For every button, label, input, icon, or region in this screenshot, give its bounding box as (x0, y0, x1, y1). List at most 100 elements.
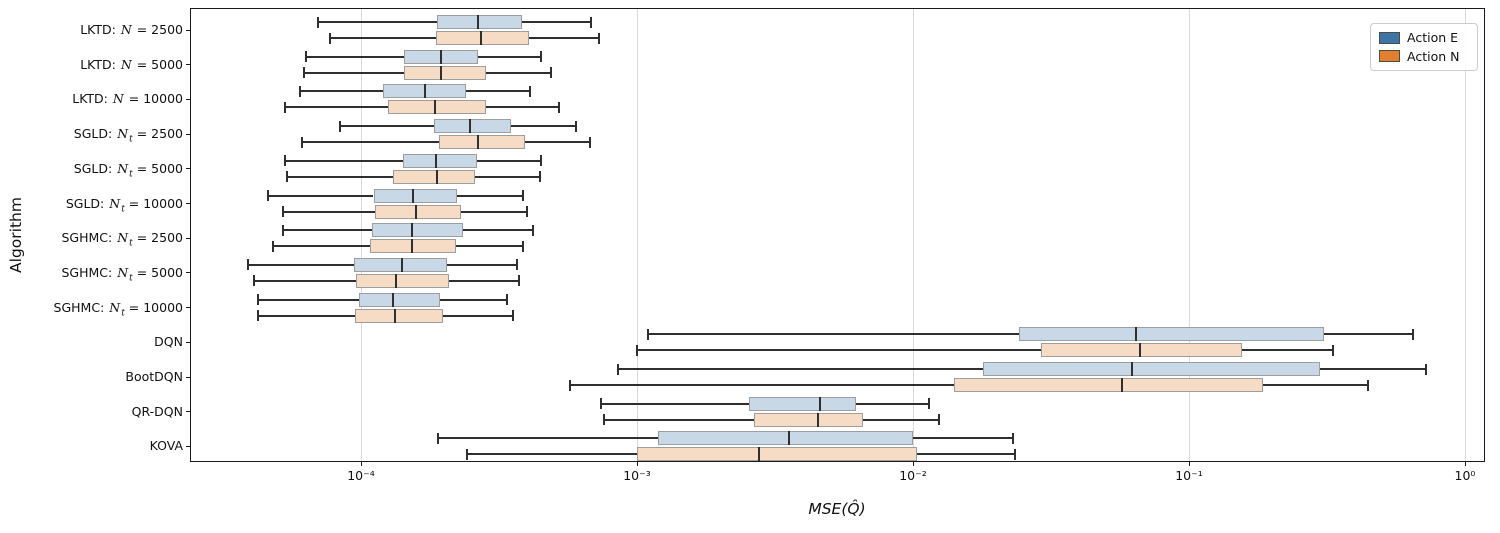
gridline (912, 8, 914, 462)
whisker-high-n-9 (1242, 349, 1334, 352)
median-e-11 (818, 396, 821, 411)
script-n-symbol: N (109, 195, 121, 211)
median-e-9 (1134, 327, 1137, 342)
y-tick-label: LKTD: N = 5000 (80, 56, 183, 72)
whisker-cap-low-e-9 (647, 328, 650, 340)
whisker-cap-low-n-5 (281, 206, 284, 217)
y-tick-mark (186, 445, 190, 447)
whisker-cap-low-e-3 (339, 120, 342, 132)
y-tick-mark (186, 411, 190, 413)
box-e-4 (403, 153, 477, 168)
y-tick-mark (186, 29, 190, 31)
whisker-low-e-10 (617, 368, 984, 370)
whisker-cap-high-e-12 (1011, 432, 1014, 444)
script-n-symbol: N (120, 22, 132, 37)
whisker-cap-high-n-6 (521, 240, 524, 252)
whisker-high-n-7 (448, 279, 519, 282)
legend-swatch-action-e-icon (1379, 31, 1400, 44)
whisker-cap-high-n-1 (549, 67, 552, 79)
y-tick-mark (186, 64, 190, 66)
whisker-low-n-11 (604, 418, 754, 421)
median-e-4 (435, 153, 438, 168)
whisker-cap-low-n-1 (302, 67, 305, 79)
script-n-symbol: N (117, 230, 129, 246)
box-n-1 (403, 65, 487, 80)
median-e-6 (410, 223, 413, 238)
script-n-symbol: N (117, 126, 129, 142)
whisker-high-e-11 (855, 402, 929, 405)
whisker-cap-low-e-8 (257, 294, 260, 306)
whisker-cap-high-e-2 (529, 85, 532, 97)
x-tick-mark (913, 462, 914, 466)
gridline (1188, 8, 1190, 462)
box-e-8 (358, 292, 440, 307)
whisker-cap-high-e-9 (1412, 328, 1415, 340)
x-axis-label: MSE(Q̂) (808, 500, 866, 518)
whisker-cap-high-e-3 (574, 120, 577, 132)
median-n-10 (1120, 378, 1123, 392)
whisker-low-n-1 (303, 71, 404, 74)
legend: Action E Action N (1370, 23, 1478, 71)
whisker-cap-high-n-0 (598, 32, 601, 44)
whisker-high-n-8 (442, 314, 514, 317)
y-axis-label: Algorithm (7, 197, 25, 273)
whisker-cap-high-e-4 (540, 155, 543, 167)
legend-swatch-action-n-icon (1379, 50, 1400, 63)
whisker-cap-low-n-6 (272, 240, 275, 252)
median-e-2 (423, 84, 426, 99)
y-tick-label: DQN (154, 334, 183, 350)
whisker-high-e-1 (477, 55, 542, 58)
box-e-9 (1018, 327, 1324, 342)
x-tick-mark (637, 462, 638, 466)
whisker-cap-low-e-5 (266, 190, 269, 201)
whisker-cap-high-n-11 (937, 414, 940, 426)
whisker-cap-high-e-1 (540, 51, 543, 63)
gridline (360, 8, 362, 462)
y-tick-label: SGHMC: Nt = 10000 (53, 299, 183, 319)
whisker-low-e-9 (648, 333, 1019, 336)
whisker-cap-high-e-6 (532, 224, 535, 236)
whisker-low-e-11 (600, 402, 750, 405)
whisker-high-e-8 (439, 298, 507, 301)
whisker-low-n-12 (466, 453, 637, 456)
median-n-2 (433, 100, 436, 115)
box-n-4 (393, 169, 476, 184)
whisker-high-n-10 (1262, 384, 1368, 386)
box-e-6 (372, 223, 463, 238)
script-n-symbol: N (117, 160, 129, 176)
whisker-high-e-2 (465, 90, 531, 93)
whisker-high-n-5 (460, 210, 527, 213)
whisker-low-n-10 (569, 384, 955, 386)
whisker-cap-low-e-4 (283, 155, 286, 167)
whisker-cap-high-e-7 (515, 259, 518, 271)
whisker-high-e-3 (511, 125, 576, 128)
box-e-11 (749, 396, 856, 411)
whisker-low-n-7 (254, 279, 357, 282)
whisker-cap-low-n-7 (253, 275, 256, 287)
legend-entry-action-n: Action N (1379, 49, 1469, 64)
median-e-0 (477, 15, 480, 29)
whisker-low-e-7 (248, 263, 354, 266)
whisker-low-n-8 (258, 314, 355, 317)
whisker-cap-high-n-7 (517, 275, 520, 287)
y-tick-mark (186, 272, 190, 274)
whisker-high-e-4 (476, 159, 542, 162)
box-n-6 (370, 239, 457, 254)
whisker-cap-low-n-2 (283, 101, 286, 113)
x-tick-mark (361, 462, 362, 466)
whisker-cap-high-n-2 (557, 101, 560, 113)
legend-label-action-e: Action E (1407, 30, 1459, 46)
median-n-12 (758, 447, 761, 462)
whisker-cap-high-n-10 (1366, 379, 1369, 391)
whisker-high-n-1 (486, 71, 551, 74)
whisker-low-e-2 (299, 90, 383, 93)
median-n-4 (435, 169, 438, 184)
median-n-8 (394, 308, 397, 323)
median-n-3 (476, 135, 479, 150)
whisker-high-e-12 (913, 437, 1013, 440)
legend-entry-action-e: Action E (1379, 30, 1469, 45)
box-n-12 (637, 447, 917, 462)
whisker-cap-high-e-10 (1424, 363, 1427, 375)
gridline (1464, 8, 1466, 462)
median-e-10 (1130, 362, 1133, 376)
